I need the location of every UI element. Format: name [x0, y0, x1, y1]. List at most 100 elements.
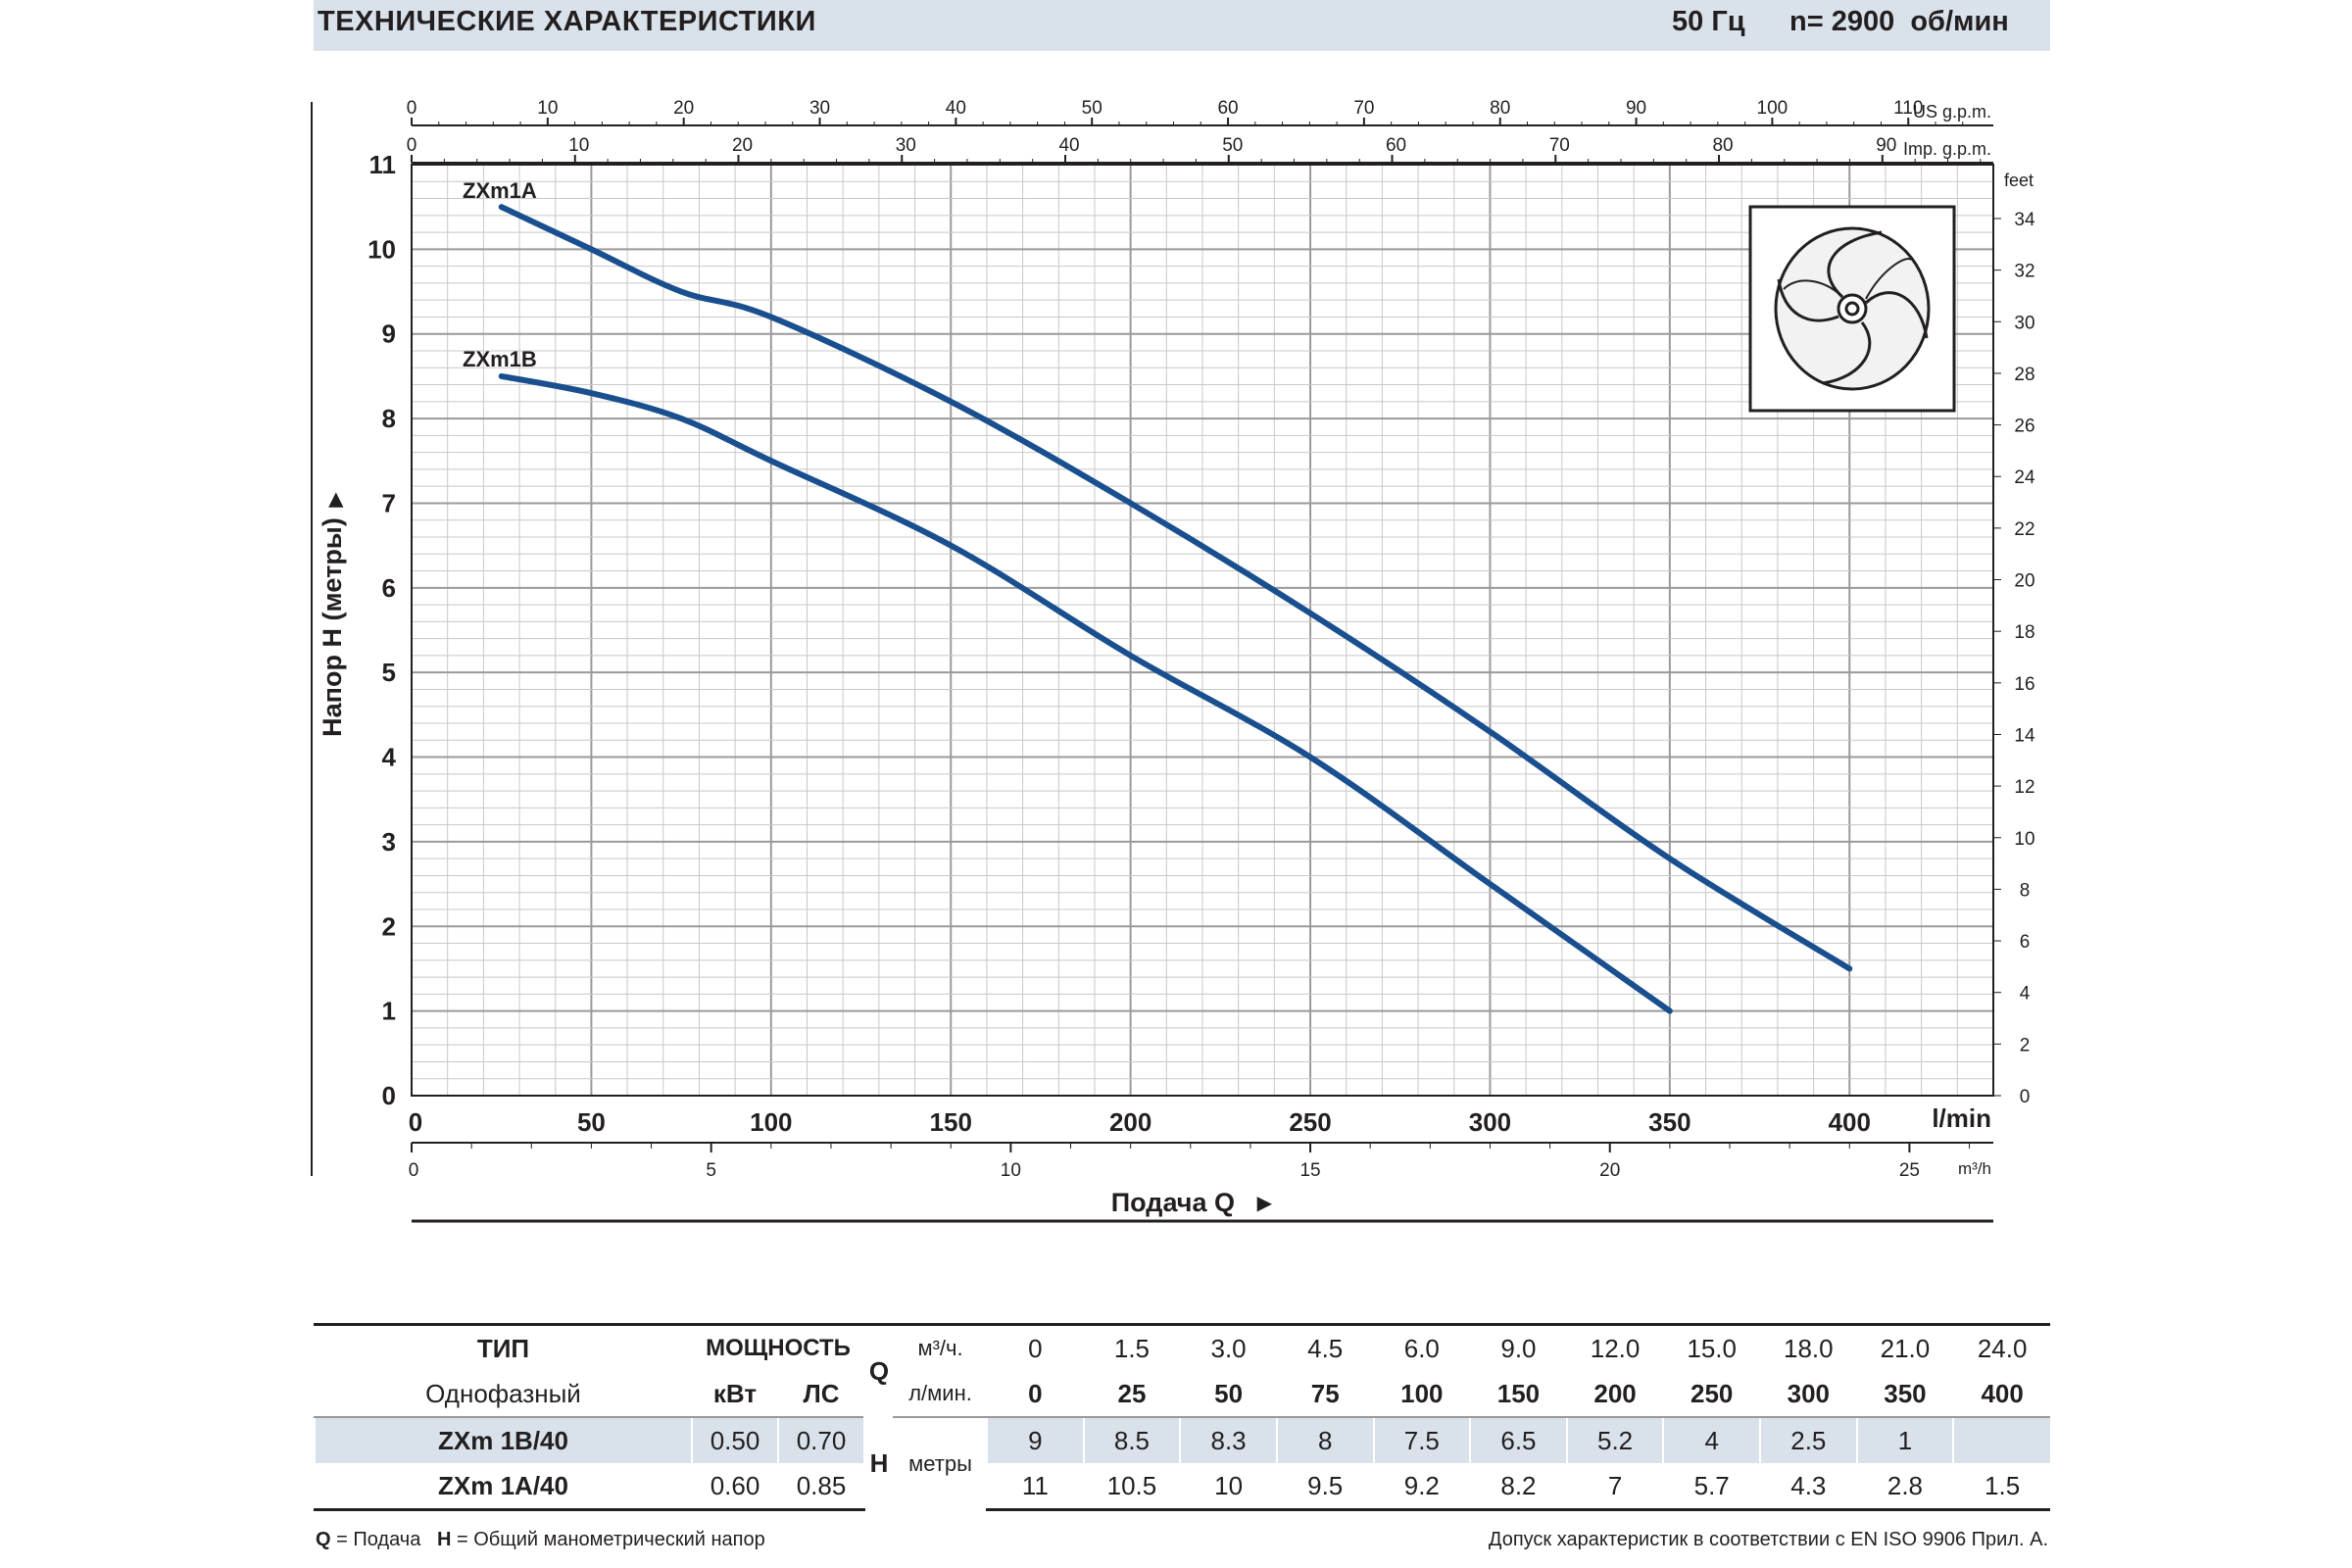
plot-frame: [411, 164, 1994, 1097]
x-tick-label: 250: [1289, 1107, 1331, 1137]
table-cell: 4.5: [1275, 1323, 1374, 1371]
series-line-zxm1a: [498, 204, 1853, 972]
x-axis-label: Подача Q: [1111, 1188, 1235, 1217]
us-gpm-tick-label: 110: [1893, 98, 1923, 119]
feet-tick-label: 10: [2014, 829, 2034, 850]
table-cell: 0: [986, 1323, 1084, 1371]
table-cell: 11: [986, 1463, 1084, 1511]
table-cell: 0.60: [691, 1463, 778, 1511]
legend-q-text: = Подача: [330, 1529, 421, 1550]
table-row: ZXm 1A/40 0.60 0.85 11 10.5 10 9.5 9.2 8…: [314, 1463, 2050, 1511]
m3h-tick-label: 10: [1001, 1160, 1021, 1181]
table-cell: 9.0: [1469, 1323, 1567, 1371]
x-tick-label: 50: [577, 1107, 606, 1137]
impeller-icon: [1748, 205, 1956, 413]
table-cell: 250: [1662, 1371, 1761, 1418]
imp-gpm-tick-label: 90: [1876, 135, 1896, 156]
table-cell: 12.0: [1565, 1323, 1664, 1371]
y-tick-label: 4: [382, 743, 397, 772]
phase-header: Однофазный: [314, 1371, 692, 1418]
table-cell: 6.5: [1469, 1417, 1567, 1463]
table-cell: 0: [986, 1371, 1084, 1418]
model-name: ZXm 1A/40: [314, 1463, 692, 1511]
y-tick-label: 8: [382, 404, 396, 433]
x-axis-arrow-icon: ▶: [1257, 1193, 1273, 1214]
table-cell: 300: [1759, 1371, 1857, 1418]
feet-tick-label: 20: [2014, 571, 2034, 592]
x-tick-label: 100: [750, 1107, 792, 1137]
table-cell: 24.0: [1952, 1323, 2050, 1371]
y-tick-label: 9: [382, 319, 396, 349]
table-cell: 0.85: [776, 1463, 865, 1511]
kw-header: кВт: [691, 1371, 778, 1418]
legend-h-text: = Общий манометрический напор: [451, 1529, 765, 1550]
y-tick-label: 11: [369, 150, 397, 179]
x-tick-label: 0: [409, 1107, 422, 1137]
table-cell: 0.50: [691, 1417, 778, 1463]
performance-table: ТИП МОЩНОСТЬ Q м³/ч. 0 1.5 3.0 4.5 6.0 9…: [314, 1323, 2050, 1511]
table-cell: 50: [1179, 1371, 1277, 1418]
chart-axes: [311, 102, 1994, 1223]
table-cell: 8: [1275, 1417, 1374, 1463]
table-cell: 400: [1952, 1371, 2050, 1418]
feet-tick-label: 6: [2020, 932, 2031, 953]
table-cell: 10.5: [1082, 1463, 1181, 1511]
m3h-tick-label: 5: [706, 1160, 716, 1181]
table-cell: 1: [1855, 1417, 1954, 1463]
y-tick-label: 10: [368, 234, 396, 264]
y-tick-label: 6: [382, 573, 396, 603]
table-cell: [1952, 1417, 2050, 1463]
legend-q-key: Q: [316, 1529, 331, 1550]
table-cell: 200: [1565, 1371, 1664, 1418]
x-tick-label: 400: [1829, 1107, 1871, 1137]
table-cell: 7: [1565, 1463, 1664, 1511]
y-tick-label: 0: [382, 1081, 396, 1110]
table-cell: 15.0: [1662, 1323, 1761, 1371]
imp-gpm-tick-label: 60: [1386, 135, 1406, 156]
legend-h-key: H: [436, 1529, 452, 1550]
table-cell: 2.5: [1759, 1417, 1857, 1463]
feet-tick-label: 2: [2020, 1035, 2031, 1055]
table-cell: 8.2: [1469, 1463, 1567, 1511]
footer-legend: Q = Подача H = Общий манометрический нап…: [316, 1529, 765, 1551]
chart-labels: Напор H (метры) ▶ Подача Q ▶ l/min m³/h …: [318, 102, 2034, 1217]
table-cell: 8.3: [1179, 1417, 1277, 1463]
feet-tick-label: 4: [2020, 984, 2031, 1004]
hp-header: ЛС: [776, 1371, 865, 1418]
imp-gpm-tick-label: 70: [1549, 135, 1570, 156]
imp-gpm-tick-label: 50: [1222, 135, 1243, 156]
table-cell: 25: [1082, 1371, 1181, 1418]
y-tick-label: 3: [382, 827, 396, 857]
x-tick-label: 300: [1469, 1107, 1511, 1137]
q-header: Q: [863, 1323, 895, 1417]
table-cell: 2.8: [1855, 1463, 1954, 1511]
feet-tick-label: 16: [2014, 674, 2034, 695]
series-label-zxm1b: ZXm1B: [463, 347, 537, 371]
footer-tolerance: Допуск характеристик в соответствии с EN…: [1488, 1529, 2048, 1550]
feet-tick-label: 34: [2014, 210, 2035, 230]
table-cell: 8.5: [1082, 1417, 1181, 1463]
y-tick-label: 7: [382, 488, 396, 517]
table-cell: 350: [1855, 1371, 1954, 1418]
table-cell: 3.0: [1179, 1323, 1277, 1371]
table-cell: 100: [1372, 1371, 1471, 1418]
feet-tick-label: 24: [2014, 467, 2035, 488]
x-unit-m3h: m³/h: [1958, 1159, 1991, 1178]
us-gpm-tick-label: 40: [946, 98, 966, 119]
us-gpm-tick-label: 90: [1626, 98, 1646, 119]
feet-tick-label: 14: [2014, 725, 2035, 746]
x-tick-label: 350: [1648, 1107, 1690, 1137]
table-cell: 6.0: [1372, 1323, 1471, 1371]
table-cell: 0.70: [776, 1417, 865, 1463]
us-gpm-tick-label: 60: [1217, 98, 1238, 119]
table-header-row-1: ТИП МОЩНОСТЬ Q м³/ч. 0 1.5 3.0 4.5 6.0 9…: [314, 1323, 2050, 1417]
table-cell: 5.7: [1662, 1463, 1761, 1511]
table-cell: 75: [1275, 1371, 1374, 1418]
m3h-tick-label: 15: [1299, 1160, 1320, 1181]
y-tick-label: 1: [382, 997, 396, 1026]
us-gpm-tick-label: 50: [1082, 98, 1102, 119]
table-cell: 1.5: [1952, 1463, 2050, 1511]
m3h-header: м³/ч.: [893, 1323, 988, 1371]
y-axis-label: Напор H (метры): [318, 517, 347, 737]
feet-tick-label: 12: [2014, 777, 2034, 798]
